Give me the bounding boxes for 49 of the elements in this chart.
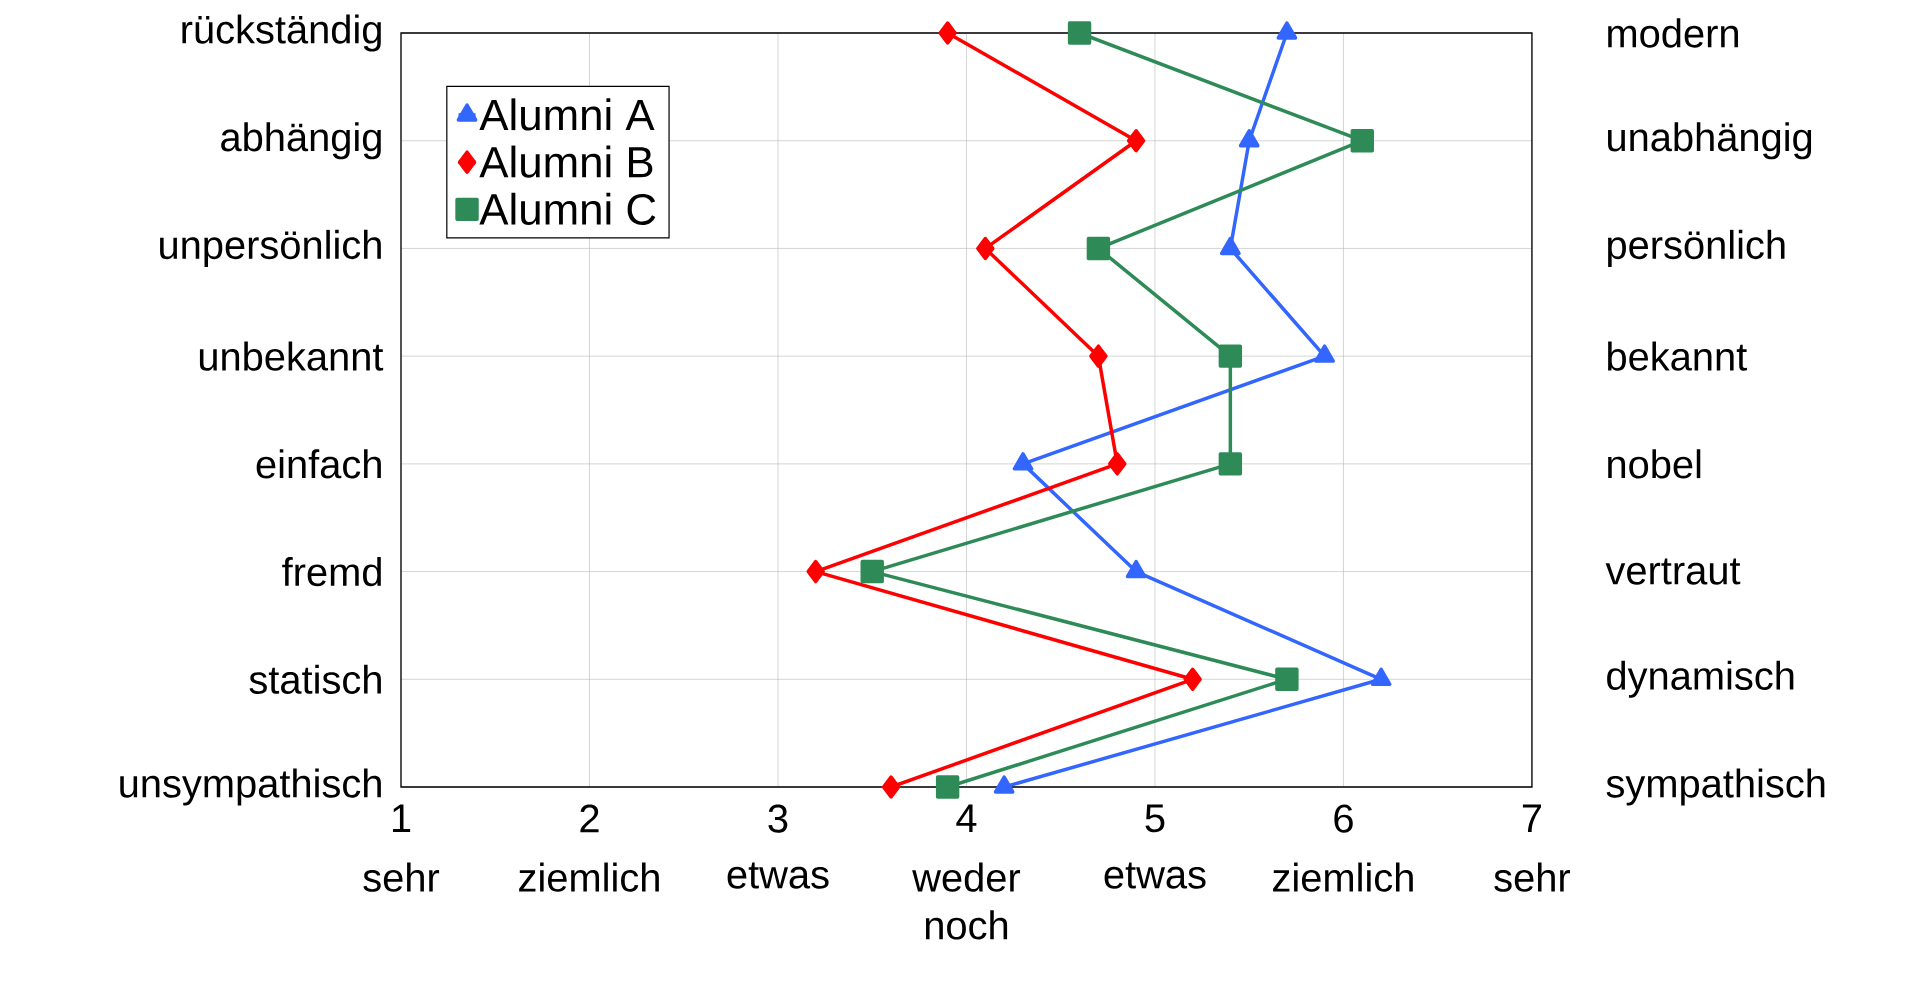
point	[1218, 452, 1243, 476]
point	[1218, 344, 1243, 368]
point	[860, 559, 884, 584]
y-tick-label: unbekannt	[199, 341, 384, 371]
y2-tick-label: persönlich	[1608, 229, 1785, 267]
x-tick-label: 4	[956, 804, 977, 832]
point	[1275, 667, 1299, 691]
x-tick-label: 5	[1145, 804, 1165, 833]
x-tick-label: 7	[1522, 804, 1542, 832]
point	[806, 559, 825, 584]
text: weder noch	[912, 862, 1021, 940]
text: sehr	[363, 862, 440, 892]
text: etwas	[1104, 862, 1206, 889]
y-tick-label: statisch	[249, 664, 381, 694]
y-tick-label: unsympathisch	[120, 768, 381, 806]
x-tick-label: 1	[392, 804, 411, 832]
legend-label: Alumni A	[479, 98, 655, 131]
y-tick-label: rückständig	[182, 14, 381, 52]
y2-tick-label: dynamisch	[1607, 660, 1794, 698]
text: etwas	[727, 862, 829, 889]
point	[1183, 667, 1202, 691]
x-tick-label: 6	[1334, 804, 1353, 833]
text: ziemlich	[1273, 862, 1413, 892]
x-tick-label: 3	[768, 804, 788, 833]
point	[938, 21, 957, 45]
y2-tick-label: bekannt	[1608, 341, 1747, 371]
text: sehr	[1494, 862, 1571, 892]
point	[976, 236, 995, 261]
y2-tick-label: modern	[1608, 18, 1738, 48]
legend-label: Alumni C	[479, 192, 656, 225]
y2-tick-label: unabhängig	[1608, 122, 1812, 160]
y-tick-label: fremd	[282, 556, 381, 587]
point	[1126, 129, 1146, 153]
point	[1089, 344, 1108, 368]
y-tick-label: unpersönlich	[160, 229, 381, 267]
legend-label: Alumni B	[479, 145, 653, 178]
y2-tick-label: vertraut	[1605, 558, 1741, 585]
point	[935, 775, 960, 799]
point	[1067, 21, 1092, 45]
y2-tick-label: sympathisch	[1606, 768, 1825, 806]
x-tick-label: 2	[580, 804, 599, 833]
point	[1086, 236, 1111, 261]
y-tick-label: einfach	[256, 449, 381, 479]
text: ziemlich	[519, 862, 659, 892]
y2-tick-label: nobel	[1608, 449, 1701, 479]
point	[881, 775, 901, 799]
point	[1108, 452, 1127, 476]
y-tick-label: abhängig	[221, 122, 381, 160]
point	[1350, 129, 1375, 153]
